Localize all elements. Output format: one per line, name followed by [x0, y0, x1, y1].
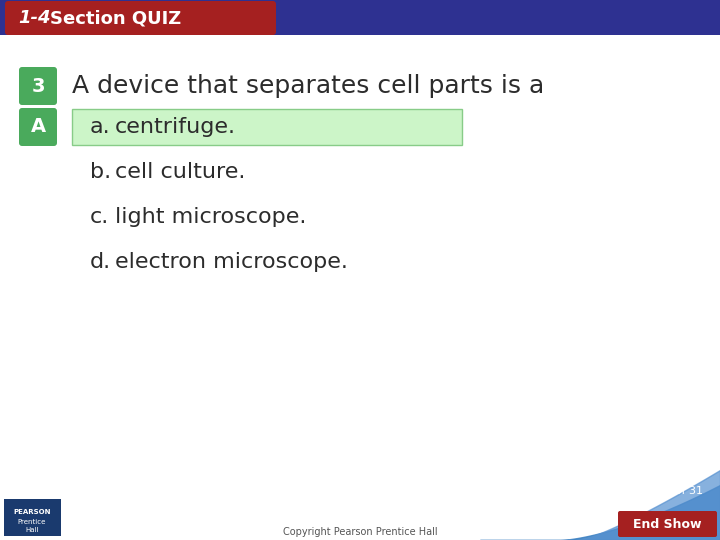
FancyBboxPatch shape — [618, 511, 717, 537]
Text: centrifuge.: centrifuge. — [115, 117, 236, 137]
Text: 3: 3 — [31, 77, 45, 96]
Text: a.: a. — [90, 117, 111, 137]
Text: b.: b. — [90, 162, 111, 182]
Text: A device that separates cell parts is a: A device that separates cell parts is a — [72, 74, 544, 98]
FancyBboxPatch shape — [4, 499, 61, 536]
FancyBboxPatch shape — [72, 109, 462, 145]
Text: electron microscope.: electron microscope. — [115, 252, 348, 272]
FancyBboxPatch shape — [19, 67, 57, 105]
Text: A: A — [30, 118, 45, 137]
Text: 1-4: 1-4 — [18, 9, 50, 27]
Text: Prentice: Prentice — [18, 519, 46, 525]
FancyBboxPatch shape — [5, 1, 276, 35]
Text: cell culture.: cell culture. — [115, 162, 246, 182]
Text: End Show: End Show — [633, 517, 701, 530]
Text: PEARSON: PEARSON — [13, 509, 50, 515]
Text: Slide
29 of 31: Slide 29 of 31 — [657, 474, 703, 496]
FancyBboxPatch shape — [19, 108, 57, 146]
Text: Hall: Hall — [25, 527, 39, 533]
Text: Section QUIZ: Section QUIZ — [50, 9, 181, 27]
Text: Copyright Pearson Prentice Hall: Copyright Pearson Prentice Hall — [283, 527, 437, 537]
Text: c.: c. — [90, 207, 109, 227]
Text: light microscope.: light microscope. — [115, 207, 307, 227]
FancyBboxPatch shape — [0, 0, 720, 35]
Text: d.: d. — [90, 252, 111, 272]
